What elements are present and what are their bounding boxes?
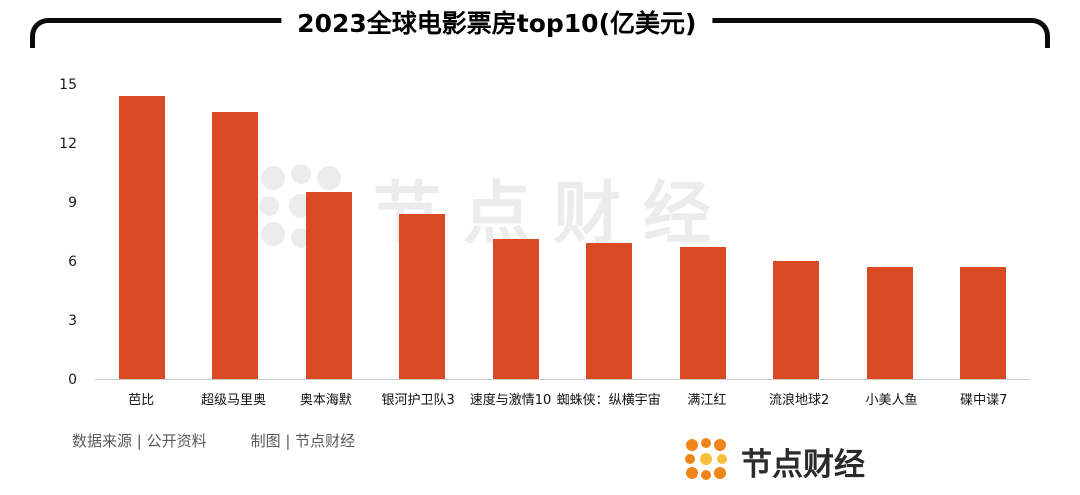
bar-column (376, 214, 470, 379)
bar-10 (960, 267, 1007, 379)
y-tick-label: 15 (59, 77, 77, 93)
bar-chart: 0 3 6 9 12 15 芭比 超级马里奥 奥本海默 银河护卫队3 速度与激情10 蜘蛛侠：纵横宇… (59, 77, 1030, 408)
category-label: 流浪地球2 (769, 393, 830, 408)
plot-area (95, 85, 1030, 380)
category-label: 小美人鱼 (865, 393, 918, 408)
chart-title: 2023全球电影票房top10(亿美元) (281, 4, 713, 40)
bar-2 (212, 112, 259, 379)
footer-credits: 数据来源 | 公开资料 制图 | 节点财经 (72, 430, 355, 451)
y-tick-label: 6 (68, 254, 77, 270)
bar-column (937, 267, 1031, 379)
brand-logo-icon (683, 436, 729, 486)
bar-column (469, 239, 563, 379)
y-tick-label: 3 (68, 313, 77, 329)
bar-column (282, 192, 376, 379)
brand-logo: 节点财经 (683, 436, 865, 486)
x-axis-labels: 芭比 超级马里奥 奥本海默 银河护卫队3 速度与激情10 蜘蛛侠：纵横宇宙 满江红 流浪地球2… (95, 389, 1030, 408)
bar-4 (399, 214, 446, 379)
bar-column (750, 261, 844, 379)
bar-8 (773, 261, 820, 379)
category-label: 超级马里奥 (200, 393, 266, 408)
bar-9 (866, 267, 913, 379)
y-tick-label: 12 (59, 136, 77, 152)
brand-logo-text: 节点财经 (741, 446, 865, 483)
category-label: 速度与激情10 (469, 393, 552, 408)
chart-credit-text: 制图 | 节点财经 (250, 432, 356, 450)
bar-7 (679, 247, 726, 379)
bar-6 (586, 243, 633, 379)
bar-5 (492, 239, 539, 379)
category-label: 蜘蛛侠：纵横宇宙 (556, 393, 661, 408)
bar-column (843, 267, 937, 379)
y-tick-label: 9 (68, 195, 77, 211)
category-label: 满江红 (687, 393, 727, 408)
bar-column (656, 247, 750, 379)
category-label: 银河护卫队3 (381, 393, 455, 408)
category-label: 奥本海默 (299, 393, 352, 408)
bar-column (189, 112, 283, 379)
bar-3 (305, 192, 352, 379)
bar-column (563, 243, 657, 379)
category-label: 芭比 (128, 393, 155, 408)
category-label: 碟中谍7 (960, 393, 1008, 408)
y-axis: 0 3 6 9 12 15 (37, 77, 85, 388)
data-source-text: 数据来源 | 公开资料 (72, 432, 207, 450)
bar-column (95, 96, 189, 379)
y-tick-label: 0 (68, 372, 77, 388)
bar-1 (118, 96, 165, 379)
